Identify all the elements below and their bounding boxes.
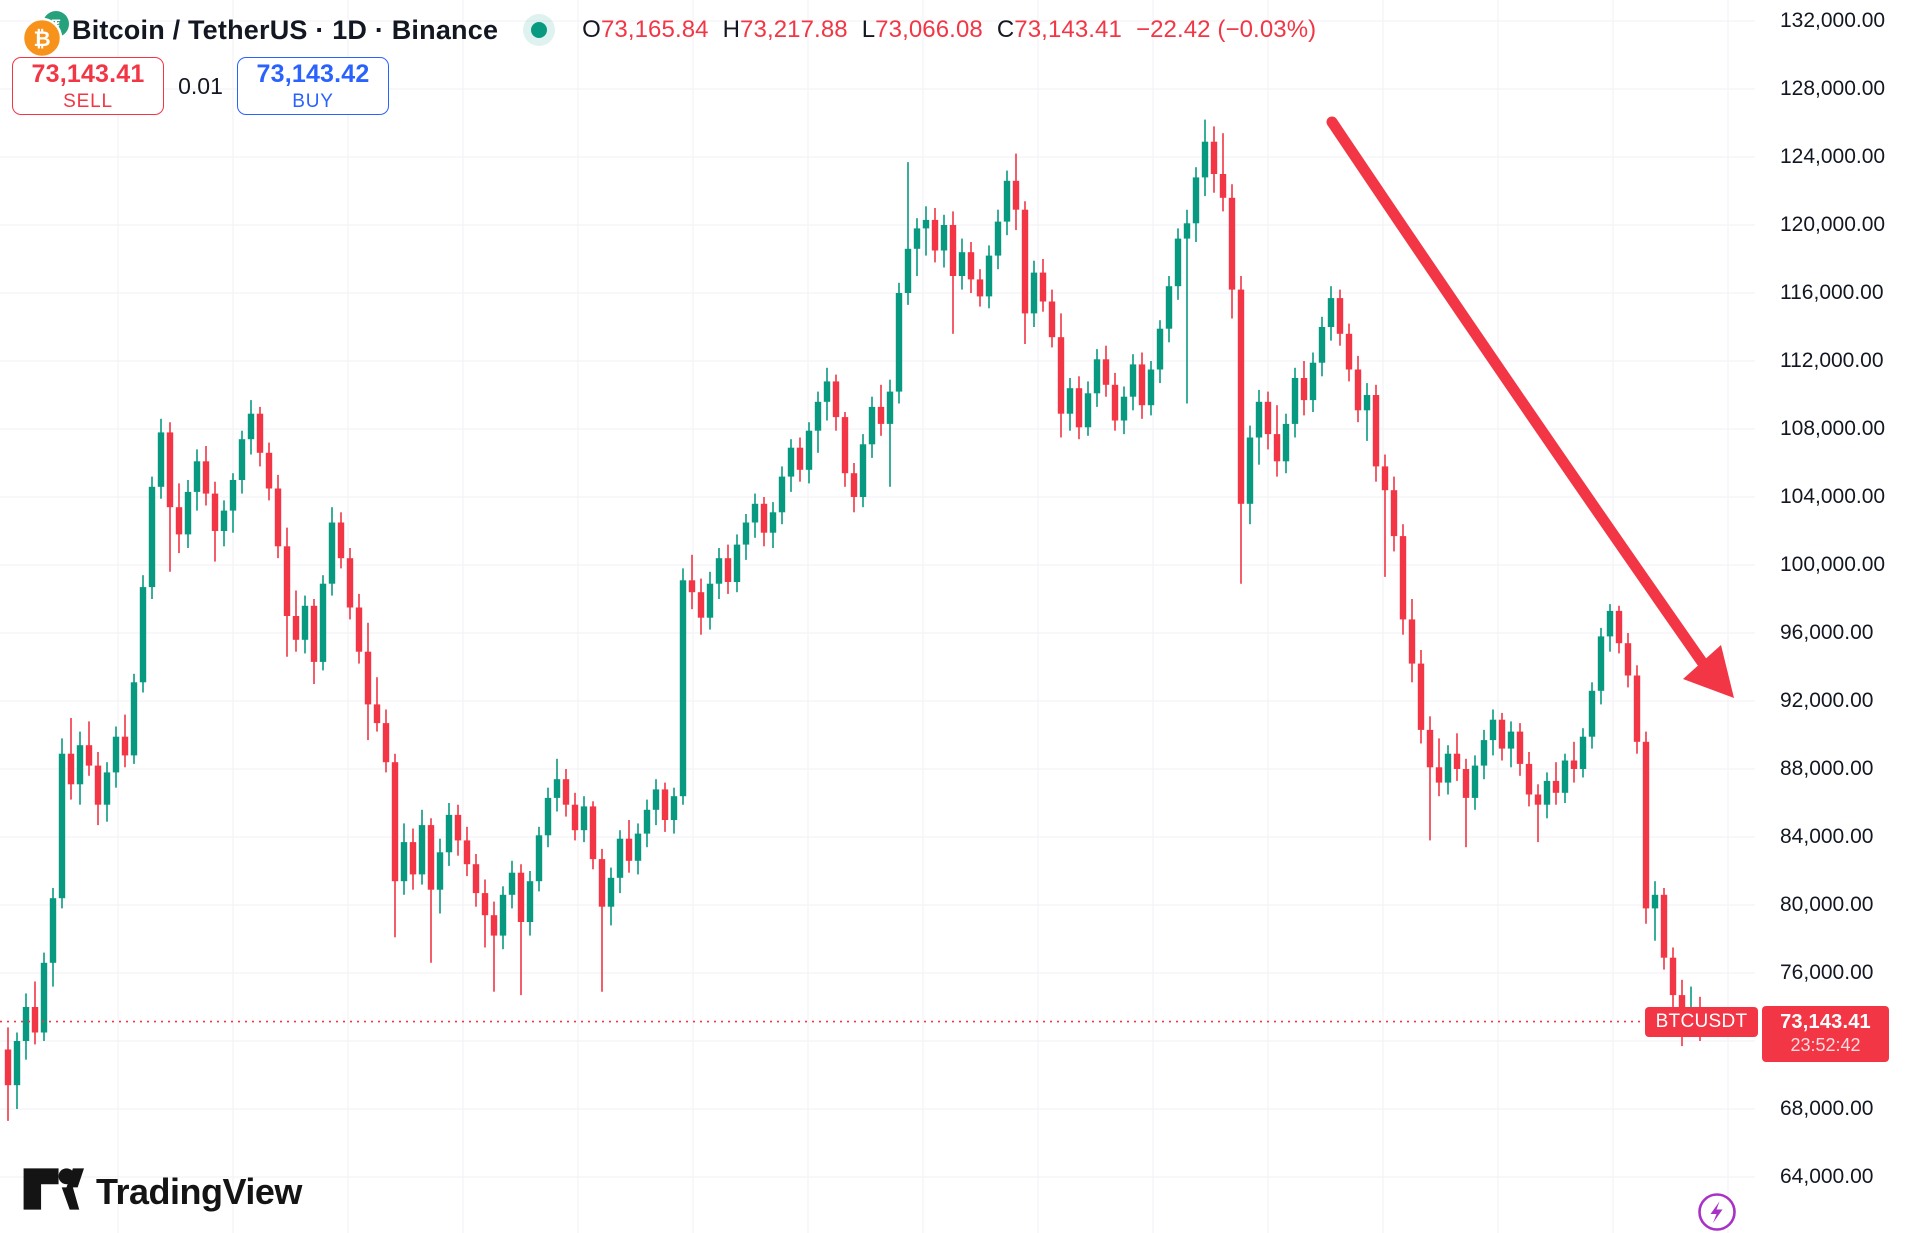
down-arrow-annotation[interactable] bbox=[1326, 116, 1708, 668]
ohlc-values: O73,165.84 H73,217.88 L73,066.08 C73,143.41… bbox=[582, 16, 1316, 44]
sell-button[interactable]: 73,143.41 SELL bbox=[12, 57, 164, 115]
price-tick-label: 76,000.00 bbox=[1780, 961, 1874, 984]
price-tick-label: 88,000.00 bbox=[1780, 757, 1874, 780]
price-tick-label: 108,000.00 bbox=[1780, 417, 1886, 440]
sell-price: 73,143.41 bbox=[31, 59, 145, 88]
price-axis[interactable]: 132,000.00 128,000.00 124,000.00 120,000.00… bbox=[1755, 0, 1912, 1233]
bitcoin-tether-pair-icon: ₮ ₿ bbox=[12, 8, 69, 56]
flash-order-button[interactable] bbox=[1697, 1192, 1737, 1232]
change-value: −22.42 (−0.03%) bbox=[1135, 16, 1317, 43]
high-value: 73,217.88 bbox=[740, 16, 848, 43]
low-label: L bbox=[861, 16, 876, 43]
price-tick-label: 84,000.00 bbox=[1780, 825, 1874, 848]
buy-label: BUY bbox=[292, 90, 334, 112]
price-tick-label: 92,000.00 bbox=[1780, 689, 1874, 712]
current-price: 73,143.41 bbox=[1780, 1011, 1871, 1034]
price-tick-label: 116,000.00 bbox=[1780, 281, 1884, 304]
close-label: C bbox=[996, 16, 1015, 43]
price-tick-label: 112,000.00 bbox=[1780, 349, 1884, 372]
price-tick-label: 104,000.00 bbox=[1780, 485, 1886, 508]
price-tick-label: 64,000.00 bbox=[1780, 1165, 1874, 1188]
spread-value: 0.01 bbox=[178, 72, 223, 99]
tradingview-wordmark: TradingView bbox=[96, 1170, 302, 1212]
price-tick-label: 68,000.00 bbox=[1780, 1097, 1874, 1120]
buy-button[interactable]: 73,143.42 BUY bbox=[237, 57, 389, 115]
open-label: O bbox=[582, 16, 601, 43]
high-label: H bbox=[722, 16, 741, 43]
trade-panel: 73,143.41 SELL 0.01 73,143.42 BUY bbox=[12, 57, 389, 115]
low-value: 73,066.08 bbox=[875, 16, 983, 43]
tradingview-watermark-link[interactable]: TradingView bbox=[22, 1166, 302, 1217]
tradingview-logo-icon bbox=[22, 1166, 84, 1217]
price-tick-label: 128,000.00 bbox=[1780, 77, 1886, 100]
close-value: 73,143.41 bbox=[1014, 16, 1122, 43]
buy-price: 73,143.42 bbox=[256, 59, 370, 88]
open-value: 73,165.84 bbox=[600, 16, 709, 43]
lightning-icon bbox=[1698, 1193, 1736, 1231]
symbol-row: ₮ ₿ Bitcoin / TetherUS · 1D · Binance O7… bbox=[12, 8, 1316, 56]
price-line-price-tag: 73,143.41 23:52:42 bbox=[1762, 1005, 1889, 1062]
price-tick-label: 120,000.00 bbox=[1780, 213, 1886, 236]
price-line-symbol-tag: BTCUSDT bbox=[1645, 1006, 1758, 1037]
price-tick-label: 124,000.00 bbox=[1780, 145, 1886, 168]
sell-label: SELL bbox=[63, 90, 113, 112]
bar-countdown: 23:52:42 bbox=[1790, 1035, 1861, 1056]
price-tick-label: 132,000.00 bbox=[1780, 9, 1886, 32]
bitcoin-icon bbox=[21, 17, 63, 56]
price-tick-label: 100,000.00 bbox=[1780, 553, 1886, 576]
market-status-dot bbox=[522, 13, 556, 47]
price-tick-label: 80,000.00 bbox=[1780, 893, 1874, 916]
price-tick-label: 96,000.00 bbox=[1780, 621, 1874, 644]
svg-text:₿: ₿ bbox=[33, 27, 50, 51]
symbol-title[interactable]: Bitcoin / TetherUS · 1D · Binance bbox=[72, 14, 499, 45]
